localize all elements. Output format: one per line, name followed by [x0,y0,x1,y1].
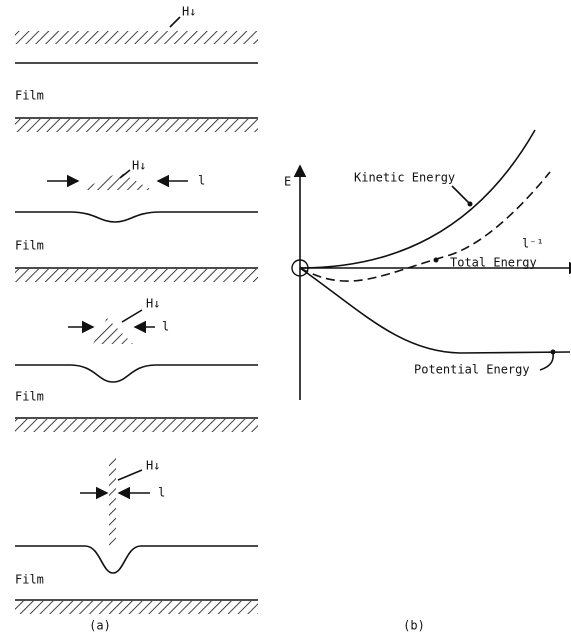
width-label: l [158,486,165,500]
field-label: H↓ [146,297,160,311]
panel-b: E l⁻¹ Kinetic Energy Total Energy Potent… [284,130,571,633]
leader [122,310,142,322]
hatch [15,419,258,432]
film-top [15,546,258,573]
domain [109,458,116,546]
leader [118,470,142,480]
film-label: Film [15,390,44,404]
field-label: H↓ [146,459,160,473]
film-top [15,212,258,222]
leader [170,17,180,27]
kinetic-curve [300,130,535,268]
film-label: Film [15,89,44,103]
curve-label: Potential Energy [414,363,530,377]
film-label: Film [15,573,44,587]
width-label: l [198,174,205,188]
figure: H↓ Film H↓ l Film H↓ l Film H↓ l Film (a… [0,0,571,637]
hatch [15,119,258,132]
x-axis-label: l⁻¹ [522,237,544,251]
field-label: H↓ [132,159,146,173]
hatch [15,31,258,44]
film-top [15,365,258,382]
hatch [15,601,258,614]
hatch [15,269,258,282]
curve-label: Total Energy [450,256,537,270]
film-label: Film [15,239,44,253]
y-axis-label: E [284,175,291,189]
leader [540,352,553,370]
caption: (b) [403,619,425,633]
field-label: H↓ [182,5,196,19]
domain [93,318,133,344]
dot [434,258,439,263]
curve-label: Kinetic Energy [354,171,455,185]
domain [80,172,152,190]
width-label: l [162,320,169,334]
leader [452,186,470,204]
panel-a: H↓ Film H↓ l Film H↓ l Film H↓ l Film (a… [15,5,258,633]
caption: (a) [89,619,111,633]
